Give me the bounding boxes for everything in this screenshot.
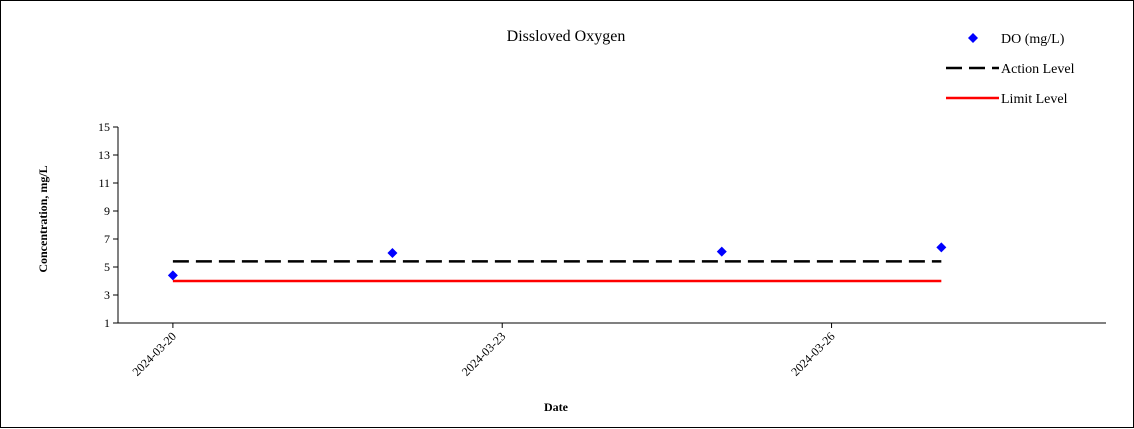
- do-data-point: [387, 248, 398, 258]
- y-tick-label: 5: [104, 260, 110, 274]
- x-axis-label: Date: [544, 400, 569, 414]
- y-tick-label: 11: [98, 176, 110, 190]
- chart-title: Dissloved Oxygen: [507, 28, 626, 45]
- do-data-point: [716, 246, 727, 257]
- legend-label: DO (mg/L): [1001, 32, 1065, 47]
- legend: DO (mg/L) Action Level Limit Level: [946, 32, 1075, 107]
- x-tick-label: 2024-03-20: [130, 329, 179, 378]
- y-axis-label: Concentration, mg/L: [36, 165, 50, 272]
- legend-label: Action Level: [1001, 62, 1075, 77]
- y-tick-label: 3: [104, 288, 110, 302]
- y-tick-label: 13: [98, 148, 110, 162]
- x-tick-label: 2024-03-23: [459, 329, 508, 378]
- y-tick-label: 1: [104, 316, 110, 330]
- x-tick-label: 2024-03-26: [788, 329, 837, 378]
- y-tick-label: 9: [104, 204, 110, 218]
- legend-marker-do: [968, 33, 978, 43]
- y-tick-label: 15: [98, 120, 110, 134]
- do-data-point: [936, 242, 947, 253]
- series-layer: [167, 242, 947, 283]
- legend-label: Limit Level: [1001, 92, 1068, 107]
- do-data-point: [167, 270, 178, 281]
- y-tick-label: 7: [104, 232, 110, 246]
